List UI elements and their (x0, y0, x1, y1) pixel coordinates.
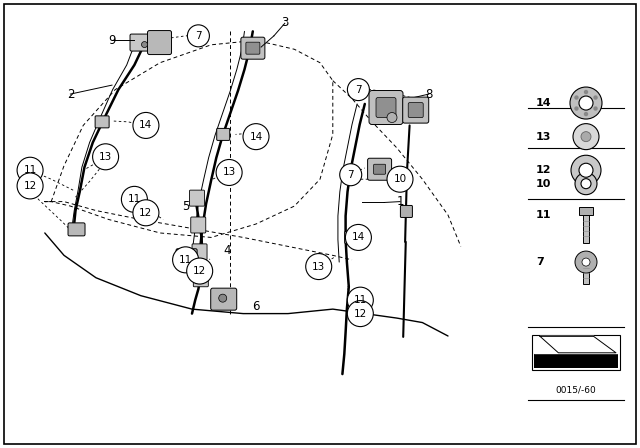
Circle shape (348, 78, 369, 101)
FancyBboxPatch shape (130, 34, 151, 51)
FancyBboxPatch shape (401, 206, 412, 217)
Circle shape (579, 96, 593, 110)
Circle shape (187, 258, 212, 284)
Text: 0015/-60: 0015/-60 (556, 385, 596, 394)
Bar (579, 207, 593, 215)
FancyBboxPatch shape (191, 217, 206, 233)
Text: 13: 13 (223, 168, 236, 177)
Circle shape (141, 42, 148, 47)
FancyBboxPatch shape (148, 30, 172, 55)
Text: 11: 11 (354, 295, 367, 305)
Circle shape (17, 157, 43, 183)
Text: 7: 7 (195, 31, 202, 41)
FancyBboxPatch shape (408, 103, 423, 118)
Text: 12: 12 (354, 309, 367, 319)
FancyBboxPatch shape (211, 288, 237, 310)
Circle shape (387, 112, 397, 122)
Text: 13: 13 (312, 262, 325, 271)
Text: 10: 10 (394, 174, 406, 184)
Text: 14: 14 (250, 132, 262, 142)
Circle shape (133, 112, 159, 138)
Circle shape (594, 107, 597, 110)
Bar (583, 262, 589, 284)
Circle shape (594, 96, 597, 99)
Text: 13: 13 (536, 132, 552, 142)
Text: 11: 11 (179, 255, 192, 265)
Text: 7: 7 (536, 257, 544, 267)
Circle shape (93, 144, 118, 170)
Circle shape (579, 163, 593, 177)
Bar (534, 352, 618, 368)
FancyBboxPatch shape (189, 190, 205, 206)
Text: 1: 1 (396, 195, 404, 208)
Text: 5: 5 (182, 199, 189, 213)
FancyBboxPatch shape (217, 129, 230, 140)
Text: 12: 12 (193, 266, 206, 276)
Text: 14: 14 (536, 98, 552, 108)
Circle shape (584, 112, 588, 116)
Circle shape (348, 301, 373, 327)
Circle shape (346, 224, 371, 250)
FancyBboxPatch shape (367, 158, 392, 180)
Circle shape (571, 155, 601, 185)
Polygon shape (534, 336, 618, 353)
Text: 11: 11 (24, 165, 36, 175)
Text: 13: 13 (99, 152, 112, 162)
Circle shape (17, 173, 43, 199)
Circle shape (340, 164, 362, 186)
Circle shape (122, 186, 147, 212)
Circle shape (581, 132, 591, 142)
FancyBboxPatch shape (374, 164, 385, 174)
Circle shape (306, 254, 332, 280)
Text: 3: 3 (281, 16, 289, 29)
Circle shape (243, 124, 269, 150)
Text: 7: 7 (355, 85, 362, 95)
Text: 12: 12 (24, 181, 36, 191)
FancyBboxPatch shape (192, 244, 207, 260)
FancyBboxPatch shape (241, 37, 265, 59)
Circle shape (573, 124, 599, 150)
FancyBboxPatch shape (68, 223, 85, 236)
FancyBboxPatch shape (345, 232, 359, 243)
Text: 11: 11 (128, 194, 141, 204)
Circle shape (188, 25, 209, 47)
Circle shape (581, 179, 591, 189)
Text: 14: 14 (352, 233, 365, 242)
Circle shape (584, 90, 588, 94)
Text: 11: 11 (536, 210, 552, 220)
FancyBboxPatch shape (376, 98, 396, 117)
Circle shape (348, 287, 373, 313)
Circle shape (575, 251, 597, 273)
FancyBboxPatch shape (193, 271, 209, 287)
Text: 6: 6 (252, 300, 260, 314)
Text: 12: 12 (140, 208, 152, 218)
Bar (583, 215, 589, 243)
Text: 14: 14 (140, 121, 152, 130)
Circle shape (575, 107, 578, 110)
FancyBboxPatch shape (369, 90, 403, 125)
Text: 9: 9 (108, 34, 116, 47)
Circle shape (173, 247, 198, 273)
Text: 10: 10 (536, 179, 552, 189)
Circle shape (575, 96, 578, 99)
Circle shape (133, 200, 159, 226)
Circle shape (582, 258, 590, 266)
Circle shape (575, 172, 597, 195)
FancyBboxPatch shape (95, 116, 109, 128)
Bar (532, 335, 620, 370)
Text: 8: 8 (425, 87, 433, 101)
Text: 2: 2 (67, 87, 74, 101)
Circle shape (570, 87, 602, 119)
FancyBboxPatch shape (403, 97, 429, 123)
Polygon shape (540, 336, 616, 353)
Text: 7: 7 (348, 170, 354, 180)
FancyBboxPatch shape (176, 249, 197, 264)
FancyBboxPatch shape (246, 42, 260, 54)
Text: 4: 4 (223, 244, 231, 258)
Circle shape (387, 166, 413, 192)
Text: 12: 12 (536, 165, 552, 175)
Circle shape (216, 159, 242, 185)
Circle shape (219, 294, 227, 302)
